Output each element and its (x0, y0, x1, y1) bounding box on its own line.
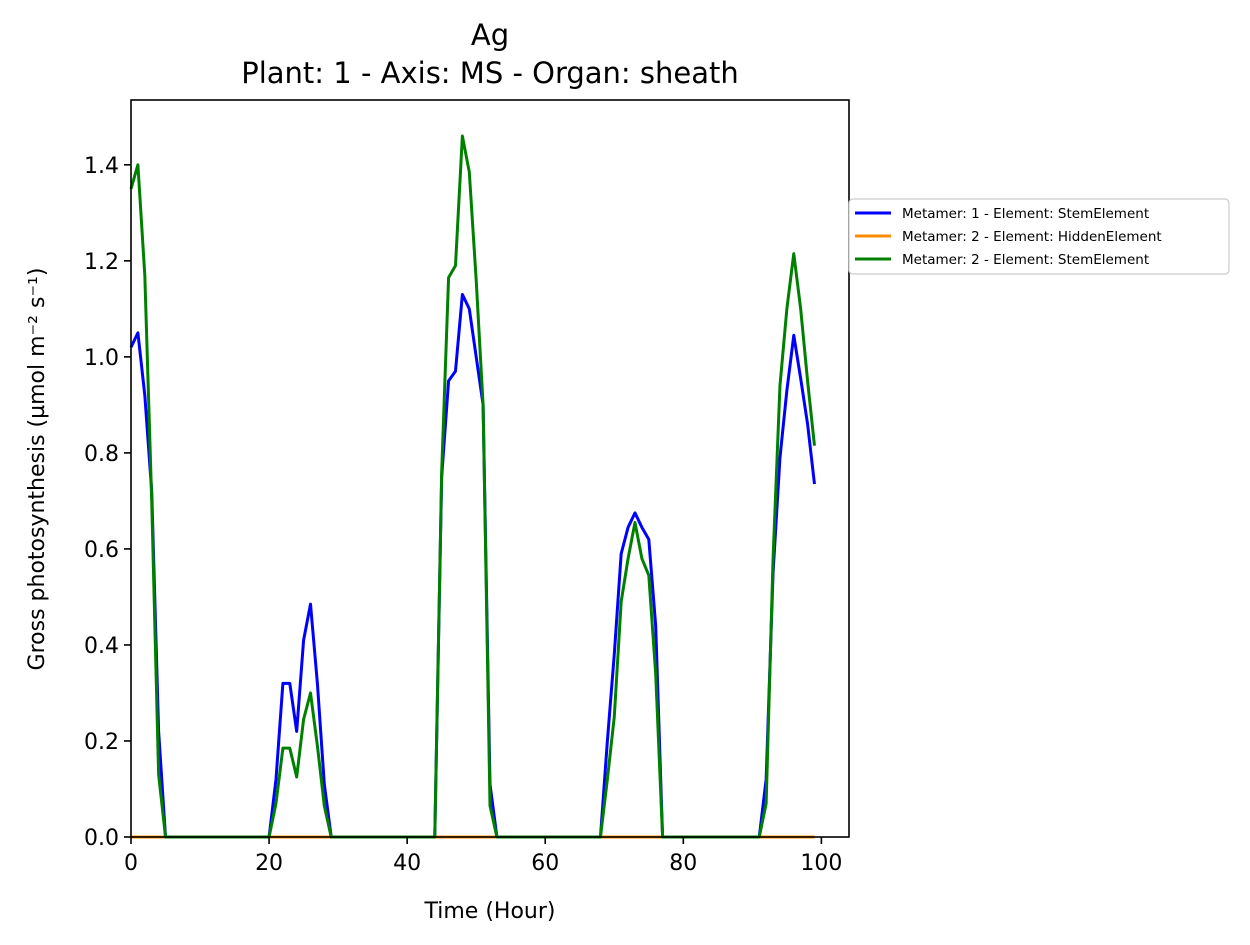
series-layer (129, 134, 816, 839)
plot-frame (130, 99, 850, 838)
y-tick-label: 1.2 (84, 250, 119, 275)
x-tick-label: 0 (124, 851, 138, 876)
legend-label-3: Metamer: 2 - Element: StemElement (902, 252, 1149, 268)
y-tick-label: 0.6 (84, 538, 119, 563)
y-tick-label: 0.8 (84, 442, 119, 467)
chart-subtitle: Plant: 1 - Axis: MS - Organ: sheath (241, 56, 739, 90)
legend: Metamer: 1 - Element: StemElement Metamer… (848, 198, 1230, 275)
y-tick-label: 1.0 (84, 346, 119, 371)
y-axis-label: Gross photosynthesis (µmol m⁻² s⁻¹) (25, 268, 50, 671)
x-axis-label: Time (Hour) (424, 899, 556, 924)
x-tick-label: 100 (800, 851, 842, 876)
series-line-3 (129, 134, 816, 839)
legend-box (848, 198, 1230, 275)
x-tick-label: 80 (669, 851, 697, 876)
x-tick-label: 20 (255, 851, 283, 876)
legend-label-2: Metamer: 2 - Element: HiddenElement (902, 229, 1162, 245)
legend-label-1: Metamer: 1 - Element: StemElement (902, 206, 1149, 222)
series-line-1 (129, 292, 816, 839)
x-axis: 0 20 40 60 80 100 (124, 837, 842, 876)
y-tick-label: 0.2 (84, 730, 119, 755)
y-tick-label: 0.0 (84, 826, 119, 851)
y-axis: 0.0 0.2 0.4 0.6 0.8 1.0 1.2 1.4 (84, 154, 131, 851)
x-tick-label: 60 (531, 851, 559, 876)
chart-title: Ag (471, 18, 509, 52)
x-tick-label: 40 (393, 851, 421, 876)
y-tick-label: 1.4 (84, 154, 119, 179)
y-tick-label: 0.4 (84, 634, 119, 659)
